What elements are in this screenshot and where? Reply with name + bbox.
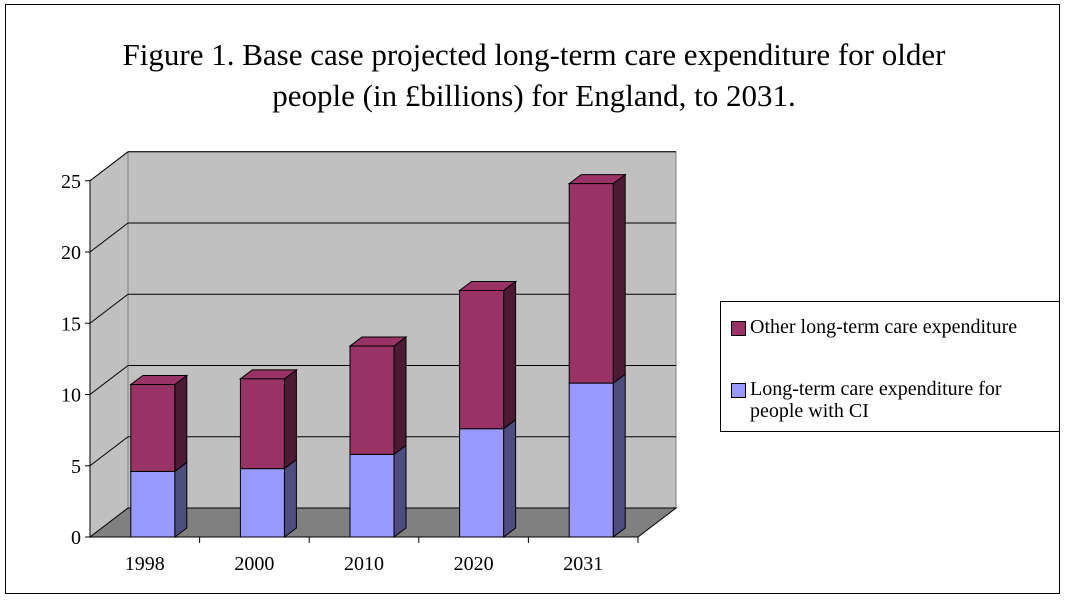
- x-tick-label: 2000: [234, 553, 274, 575]
- bar-side: [503, 418, 517, 539]
- bar-2010-segment-other: [348, 336, 408, 456]
- bar-2010-segment-ci: [349, 444, 407, 538]
- bar-1998-segment-ci: [130, 461, 188, 538]
- bar-front: [349, 453, 395, 538]
- legend-label-other-expenditure: Other long-term care expenditure: [750, 316, 1018, 338]
- bar-side: [612, 373, 626, 538]
- bar-side: [393, 444, 407, 538]
- bar-2031-segment-ci: [568, 373, 626, 538]
- gridline-side: [89, 293, 129, 324]
- legend-swatch-other-expenditure: [731, 321, 746, 336]
- bar-2020-segment-ci: [459, 418, 517, 539]
- chart-side-wall: [89, 150, 129, 539]
- bar-side: [612, 173, 626, 385]
- x-tick-label: 2020: [454, 553, 494, 575]
- bar-side: [174, 461, 188, 538]
- bar-2031-segment-other: [567, 173, 627, 385]
- bar-side: [174, 374, 188, 473]
- bar-side: [283, 368, 297, 470]
- bar-front: [239, 378, 285, 470]
- chart-title: Figure 1. Base case projected long-term …: [0, 34, 1068, 116]
- gridline-side: [89, 436, 129, 467]
- bar-side: [393, 336, 407, 456]
- chart-title-line-1: Figure 1. Base case projected long-term …: [122, 37, 946, 72]
- x-tick-label: 2010: [344, 553, 384, 575]
- y-tick-label: 20: [61, 242, 81, 264]
- bar-front: [568, 183, 614, 384]
- bar-front: [459, 428, 505, 538]
- gridline-side: [89, 222, 129, 253]
- y-tick-label: 15: [61, 313, 81, 335]
- x-tick-label: 1998: [125, 553, 165, 575]
- y-tick-label: 10: [61, 385, 81, 407]
- bar-side: [503, 280, 517, 430]
- x-tick-label: 2031: [563, 553, 603, 575]
- bar-front: [459, 289, 505, 430]
- legend-item-ci-expenditure: Long-term care expenditure for people wi…: [731, 378, 1002, 422]
- chart-legend: Other long-term care expenditure Long-te…: [720, 301, 1060, 432]
- bar-side: [283, 458, 297, 538]
- legend-label-ci-expenditure: Long-term care expenditure for people wi…: [750, 378, 1002, 422]
- bar-2020-segment-other: [458, 280, 518, 430]
- bar-front: [568, 382, 614, 538]
- bar-2000-segment-ci: [239, 458, 297, 538]
- bar-front: [349, 345, 395, 455]
- legend-swatch-ci-expenditure: [731, 383, 746, 398]
- bar-2000-segment-other: [238, 368, 298, 470]
- bar-front: [239, 468, 285, 538]
- chart-title-line-2: people (in £billions) for England, to 20…: [272, 78, 796, 113]
- bar-1998-segment-other: [129, 374, 189, 473]
- bar-front: [130, 470, 176, 538]
- gridline-side: [89, 151, 129, 182]
- legend-item-other-expenditure: Other long-term care expenditure: [731, 316, 1017, 338]
- y-tick-label: 0: [71, 527, 81, 549]
- y-tick-label: 5: [71, 456, 81, 478]
- gridline-side: [89, 365, 129, 395]
- bar-front: [130, 384, 176, 472]
- y-tick-label: 25: [61, 171, 81, 193]
